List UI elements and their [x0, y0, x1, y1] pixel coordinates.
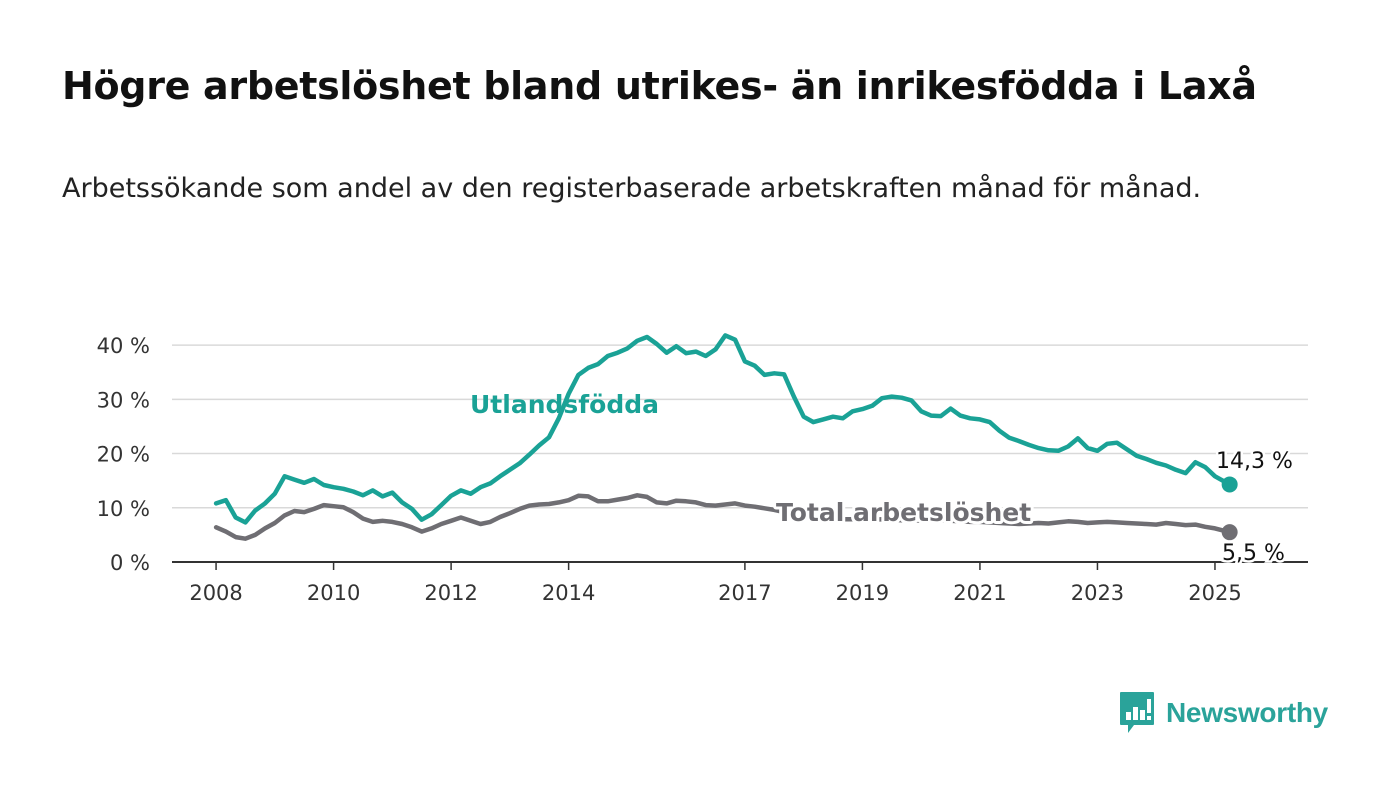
series-labels: Utlandsfödda Total arbetslöshet 14,3 % 5,5 …	[470, 390, 1295, 569]
chart-subtitle: Arbetssökande som andel av den registerb…	[62, 173, 1202, 204]
end-label-utlandsfodda: 14,3 %	[1216, 449, 1293, 474]
x-tick-label: 2023	[1071, 581, 1124, 605]
end-label-total: 5,5 %	[1222, 541, 1285, 566]
series-end-point-total	[1221, 524, 1238, 541]
brand-logo: Newsworthy	[1118, 690, 1328, 736]
x-tick-label: 2017	[718, 581, 771, 605]
x-tick-label: 2008	[189, 581, 242, 605]
y-tick-label: 0 %	[110, 551, 150, 575]
x-tick-label: 2021	[953, 581, 1006, 605]
x-tick-label: 2014	[542, 581, 595, 605]
x-tick-label: 2012	[424, 581, 477, 605]
y-tick-label: 40 %	[97, 334, 150, 358]
series-group	[213, 333, 1238, 541]
x-tick-label: 2010	[307, 581, 360, 605]
series-label-total: Total arbetslöshet	[776, 498, 1031, 527]
series-line-utlandsfodda	[213, 333, 1232, 525]
series-end-point-utlandsfodda	[1221, 476, 1238, 493]
series-line-total	[213, 493, 1232, 541]
x-tick-label: 2025	[1188, 581, 1241, 605]
series-label-utlandsfodda: Utlandsfödda	[470, 390, 659, 419]
y-tick-label: 20 %	[97, 443, 150, 467]
grid-lines	[172, 344, 1308, 563]
y-tick-label: 30 %	[97, 388, 150, 412]
y-tick-label: 10 %	[97, 497, 150, 521]
y-axis-ticks: 0 % 10 % 20 % 30 % 40 %	[97, 334, 150, 575]
chart-title: Högre arbetslöshet bland utrikes- än inr…	[62, 64, 1257, 108]
x-axis-ticks: 2008 2010 2012 2014 2017 2019 2021 2023 2025	[189, 562, 1242, 605]
newsworthy-icon	[1120, 692, 1154, 733]
brand-name: Newsworthy	[1166, 697, 1328, 728]
x-tick-label: 2019	[836, 581, 889, 605]
